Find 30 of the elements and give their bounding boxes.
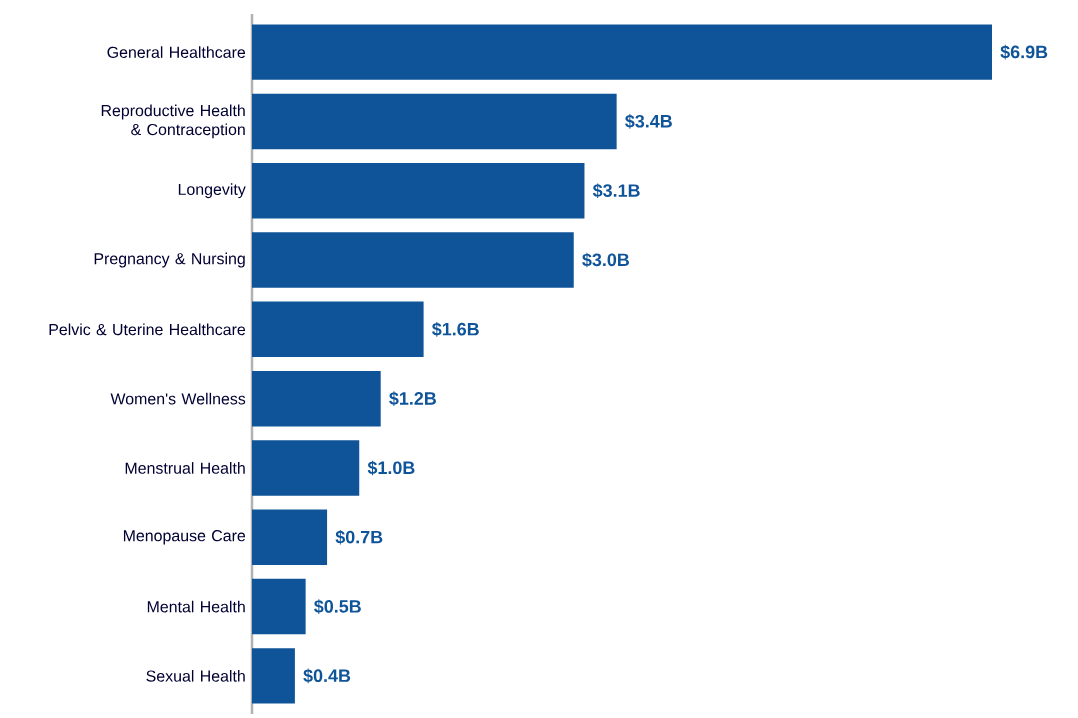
- data-label: $3.4B: [625, 114, 672, 129]
- bar: [252, 370, 381, 427]
- bar: [252, 440, 360, 496]
- y-tick-label: Menstrual Health: [125, 462, 245, 474]
- y-tick-label: Sexual Health: [146, 670, 245, 682]
- y-tick-label: General Healthcare: [107, 46, 246, 58]
- y-tick-label: Pelvic & Uterine Healthcare: [49, 323, 246, 336]
- data-label: $1.2B: [389, 391, 436, 406]
- y-tick-label: Pregnancy & Nursing: [94, 252, 245, 268]
- data-label: $3.1B: [592, 183, 640, 199]
- y-tick-label: Longevity: [178, 183, 246, 199]
- bar: [252, 509, 328, 565]
- data-label: $6.9B: [1000, 44, 1048, 60]
- bar: [252, 24, 992, 80]
- data-label: $0.5B: [314, 599, 361, 614]
- y-tick-label: Mental Health: [147, 600, 245, 613]
- data-label: $0.7B: [335, 529, 383, 545]
- y-tick-label: Menopause Care: [123, 530, 246, 545]
- y-tick-label: Reproductive Health & Contraception: [101, 104, 245, 139]
- bar: [252, 93, 617, 150]
- bar: [252, 232, 574, 288]
- bar: [252, 648, 295, 704]
- data-label: $0.4B: [303, 668, 351, 684]
- y-tick-label: Women's Wellness: [110, 392, 246, 405]
- data-label: $3.0B: [582, 252, 629, 268]
- bar: [252, 301, 424, 358]
- data-label: $1.6B: [432, 322, 479, 337]
- bar: [252, 163, 585, 219]
- data-label: $1.0B: [367, 460, 415, 476]
- bar: [252, 578, 306, 635]
